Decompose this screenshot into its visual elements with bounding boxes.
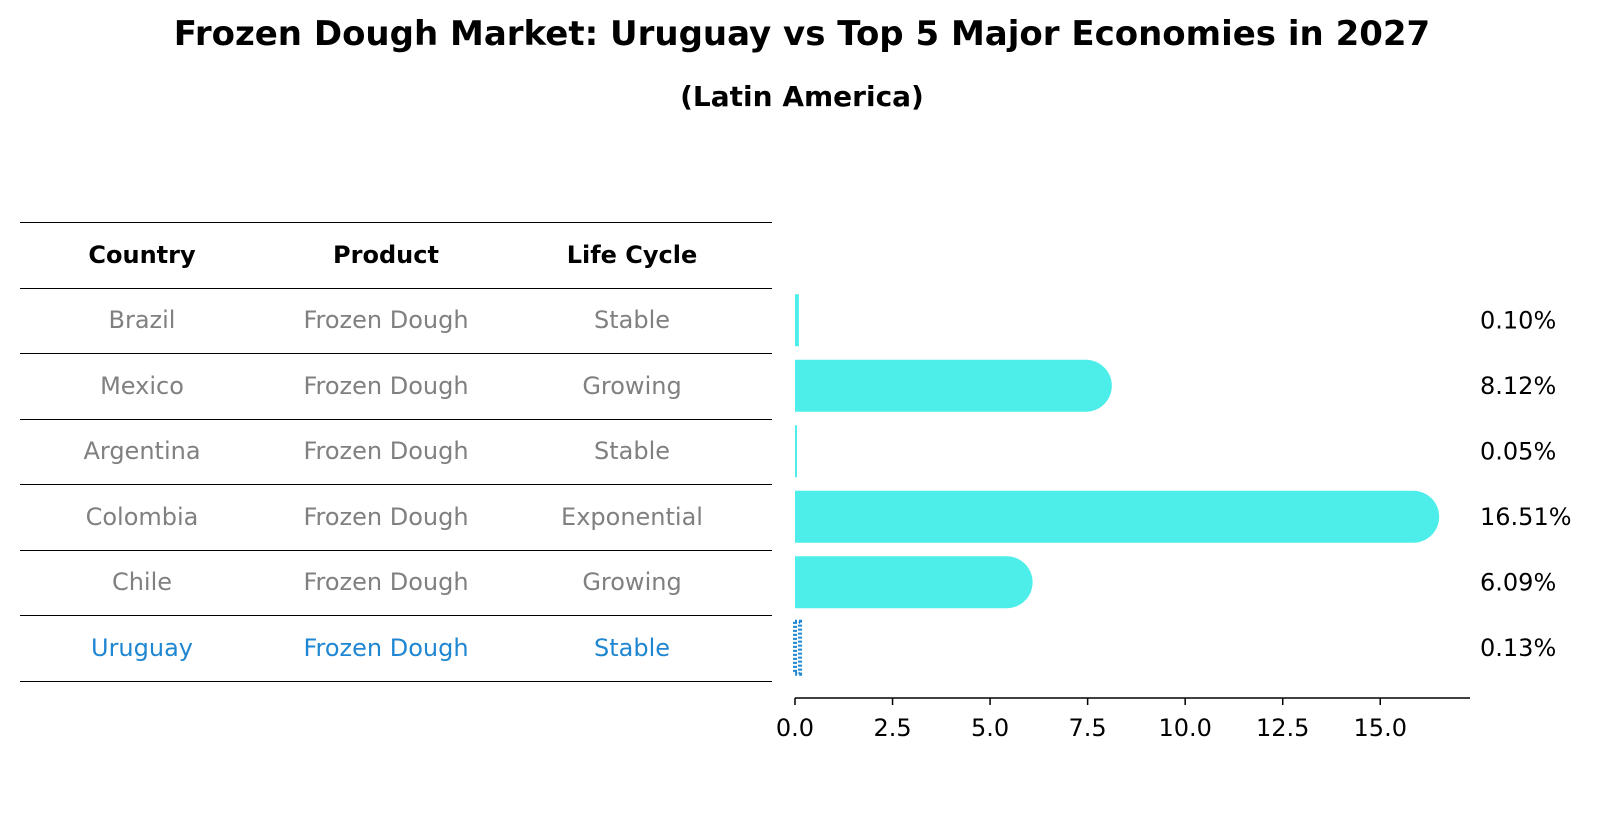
- x-tick-label: 7.5: [1069, 714, 1107, 742]
- table-rule: [20, 680, 772, 682]
- table-cell-life-cycle: Growing: [582, 371, 682, 400]
- table-cell-product: Frozen Dough: [303, 633, 469, 662]
- table-header: Country: [88, 240, 196, 269]
- x-tick-label: 12.5: [1256, 714, 1309, 742]
- table-cell-life-cycle: Exponential: [561, 502, 703, 531]
- table-rule: [20, 222, 772, 223]
- table-header: Life Cycle: [566, 240, 698, 269]
- table-header: Product: [333, 240, 439, 269]
- bar-value-label: 16.51%: [1480, 503, 1572, 531]
- x-tick-label: 10.0: [1158, 714, 1211, 742]
- table-cell-life-cycle: Stable: [593, 306, 671, 335]
- x-tick-label: 0.0: [776, 714, 814, 742]
- table-rule: [20, 418, 772, 420]
- bar-value-label: 6.09%: [1480, 568, 1556, 596]
- table-cell-country: Colombia: [85, 502, 199, 531]
- table-rule: [20, 287, 772, 289]
- table-rule: [20, 615, 772, 616]
- bar-mexico: [795, 359, 1112, 412]
- bar-brazil: [795, 294, 799, 347]
- table-cell-product: Frozen Dough: [303, 502, 469, 531]
- bar-value-label: 8.12%: [1480, 372, 1556, 400]
- table-rule: [20, 484, 772, 485]
- x-tick-label: 2.5: [873, 714, 911, 742]
- table-cell-product: Frozen Dough: [303, 437, 469, 466]
- table-cell-life-cycle: Stable: [593, 633, 671, 662]
- table-cell-country: Mexico: [100, 371, 184, 400]
- bar-value-label: 0.10%: [1480, 306, 1556, 334]
- table-cell-country: Chile: [111, 568, 173, 597]
- bar-chile: [795, 556, 1033, 609]
- x-tick-label: 5.0: [971, 714, 1009, 742]
- bar-colombia: [795, 490, 1440, 543]
- table-cell-life-cycle: Stable: [593, 437, 671, 466]
- bar-argentina: [795, 425, 797, 478]
- table-cell-product: Frozen Dough: [303, 306, 469, 335]
- table-cell-product: Frozen Dough: [303, 568, 469, 597]
- bar-value-label: 0.13%: [1480, 634, 1556, 662]
- table-cell-country: Brazil: [108, 306, 176, 335]
- table-cell-product: Frozen Dough: [303, 371, 469, 400]
- table-rule: [20, 353, 772, 354]
- chart-title: Frozen Dough Market: Uruguay vs Top 5 Ma…: [173, 14, 1431, 54]
- bar-value-label: 0.05%: [1480, 437, 1556, 465]
- table-cell-country: Argentina: [83, 437, 201, 466]
- x-tick-label: 15.0: [1354, 714, 1407, 742]
- table-cell-life-cycle: Growing: [582, 568, 682, 597]
- table-cell-country: Uruguay: [91, 633, 193, 662]
- chart-subtitle: (Latin America): [680, 80, 924, 113]
- table-rule: [20, 549, 772, 551]
- bar-uruguay: [793, 619, 803, 676]
